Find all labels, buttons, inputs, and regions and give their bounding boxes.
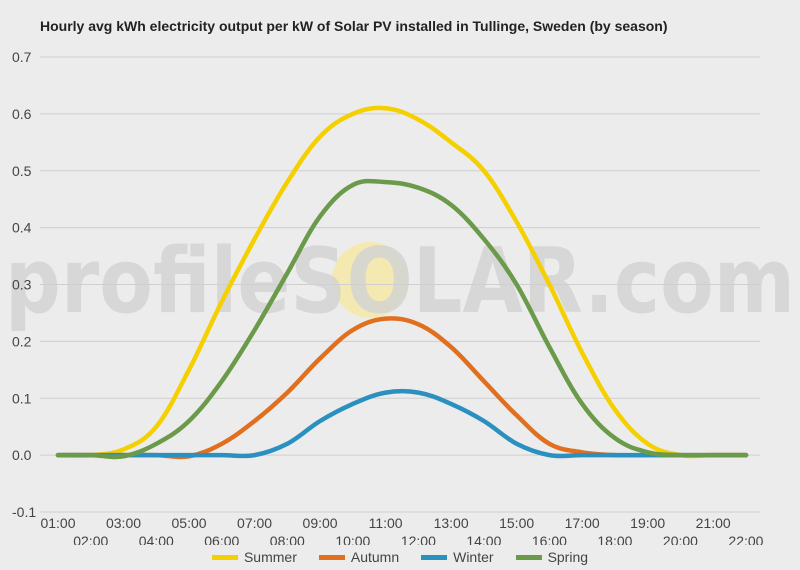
legend-label-spring: Spring bbox=[547, 549, 589, 565]
y-tick-label: 0.6 bbox=[12, 106, 32, 122]
legend-item-spring[interactable]: Spring bbox=[515, 549, 589, 565]
series-line-winter bbox=[55, 388, 749, 459]
x-tick-label: 07:00 bbox=[237, 515, 272, 531]
legend-swatch-autumn bbox=[318, 554, 345, 560]
y-tick-label: 0.3 bbox=[12, 277, 32, 293]
series-lines bbox=[55, 105, 749, 460]
y-tick-label: 0.5 bbox=[12, 163, 32, 179]
x-tick-label: 18:00 bbox=[597, 533, 632, 545]
series-line-autumn bbox=[55, 316, 749, 460]
x-tick-label: 12:00 bbox=[401, 533, 436, 545]
legend-label-autumn: Autumn bbox=[350, 549, 400, 565]
x-axis-ticks: 01:00 02:00 03:00 04:00 05:00 06:00 07:00 08:00… bbox=[40, 515, 763, 545]
plot-area: -0.10.00.10.20.30.40.50.60.7 01:0002:000… bbox=[12, 49, 764, 545]
legend-swatch-spring bbox=[515, 554, 542, 560]
grid-lines bbox=[40, 56, 760, 513]
x-tick-label: 03:00 bbox=[106, 515, 141, 531]
legend-label-summer: Summer bbox=[243, 549, 297, 565]
x-tick-label: 14:00 bbox=[466, 533, 501, 545]
x-tick-label: 06:00 bbox=[204, 533, 239, 545]
legend-label-winter: Winter bbox=[453, 549, 494, 565]
x-tick-label: 16:00 bbox=[532, 533, 567, 545]
x-tick-label: 19:00 bbox=[630, 515, 665, 531]
x-tick-label: 05:00 bbox=[172, 515, 207, 531]
x-tick-label: 20:00 bbox=[663, 533, 698, 545]
x-tick-label: 17:00 bbox=[565, 515, 600, 531]
y-tick-label: 0.0 bbox=[12, 447, 32, 463]
x-tick-label: 21:00 bbox=[696, 515, 731, 531]
x-tick-label: 11:00 bbox=[369, 515, 403, 531]
x-tick-label: 13:00 bbox=[434, 515, 469, 531]
x-tick-label: 22:00 bbox=[728, 533, 763, 545]
legend-swatch-winter bbox=[421, 554, 448, 560]
y-axis-ticks: -0.1 0.0 0.1 0.2 0.3 0.4 0.5 0.6 0.7 bbox=[12, 49, 36, 520]
y-tick-label: 0.1 bbox=[12, 390, 32, 406]
x-tick-label: 10:00 bbox=[335, 533, 370, 545]
y-tick-label: 0.4 bbox=[12, 220, 32, 236]
y-tick-label: 0.7 bbox=[12, 49, 32, 65]
x-tick-label: 02:00 bbox=[73, 533, 108, 545]
x-tick-label: 01:00 bbox=[40, 515, 75, 531]
legend-item-autumn[interactable]: Autumn bbox=[318, 549, 400, 565]
x-tick-label: 09:00 bbox=[303, 515, 338, 531]
legend: Summer Autumn Winter Spring bbox=[0, 549, 800, 565]
x-tick-label: 04:00 bbox=[139, 533, 174, 545]
y-tick-label: -0.1 bbox=[12, 504, 36, 520]
legend-swatch-summer bbox=[211, 554, 238, 560]
chart-title: Hourly avg kWh electricity output per kW… bbox=[40, 18, 668, 34]
series-line-summer bbox=[55, 105, 749, 459]
y-tick-label: 0.2 bbox=[12, 333, 32, 349]
legend-item-winter[interactable]: Winter bbox=[421, 549, 494, 565]
legend-item-summer[interactable]: Summer bbox=[211, 549, 297, 565]
x-tick-label: 08:00 bbox=[270, 533, 305, 545]
x-tick-label: 15:00 bbox=[499, 515, 534, 531]
series-line-spring bbox=[55, 178, 749, 460]
